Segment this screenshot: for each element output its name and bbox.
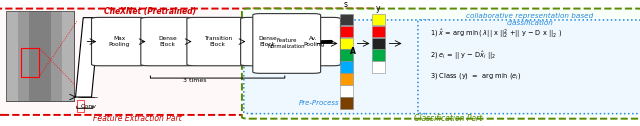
FancyBboxPatch shape (287, 17, 340, 66)
Polygon shape (76, 18, 99, 97)
Bar (340, 50, 353, 61)
Bar (340, 26, 353, 37)
Bar (372, 50, 385, 61)
Bar (63, 11, 74, 101)
Text: A: A (349, 46, 356, 56)
Bar (372, 14, 385, 25)
Bar (340, 61, 353, 73)
Text: 3) Class (y)  =  arg min ($e_i$): 3) Class (y) = arg min ($e_i$) (430, 71, 522, 81)
Bar (29, 11, 40, 101)
Text: Conv: Conv (81, 104, 97, 109)
Bar (372, 38, 385, 49)
Bar (340, 14, 353, 25)
Text: Max
Pooling: Max Pooling (108, 36, 130, 47)
Bar (340, 73, 353, 85)
Text: Dense
Block: Dense Block (158, 36, 177, 47)
Bar (372, 26, 385, 37)
Bar (340, 97, 353, 109)
Text: CheXNet (Pretrained): CheXNet (Pretrained) (104, 7, 196, 16)
Bar (6, 11, 17, 101)
Bar (6, 11, 74, 101)
Text: Feature
Normalization: Feature Normalization (268, 38, 305, 49)
Text: Classification Part: Classification Part (414, 114, 482, 123)
Text: Pre-Process: Pre-Process (298, 100, 339, 106)
Text: y: y (375, 4, 380, 13)
FancyBboxPatch shape (242, 9, 640, 119)
Bar (17, 11, 29, 101)
Bar (372, 61, 385, 73)
FancyBboxPatch shape (141, 17, 195, 66)
Bar (6, 11, 74, 101)
Bar (51, 11, 62, 101)
Text: s: s (344, 0, 348, 9)
FancyBboxPatch shape (253, 14, 321, 73)
Bar (40, 11, 51, 101)
Text: 2) $e_i$ = || y − D$\hat{x}_i$ ||$_2$: 2) $e_i$ = || y − D$\hat{x}_i$ ||$_2$ (430, 49, 496, 62)
FancyBboxPatch shape (244, 20, 432, 114)
Text: 1) $\hat{x}$ = arg min( $\lambda$|| x ||$_2^2$ +|| y − D x ||$_2$ ): 1) $\hat{x}$ = arg min( $\lambda$|| x ||… (430, 27, 562, 41)
Text: 3 times: 3 times (184, 78, 207, 83)
Bar (340, 85, 353, 97)
Text: collaborative representation based
classification: collaborative representation based class… (467, 13, 593, 26)
FancyBboxPatch shape (241, 17, 294, 66)
FancyBboxPatch shape (92, 17, 147, 66)
Bar (340, 38, 353, 49)
FancyBboxPatch shape (0, 9, 378, 115)
Bar (21, 48, 39, 77)
Text: Feature Extraction Part: Feature Extraction Part (93, 114, 182, 123)
Bar (77, 100, 84, 112)
FancyBboxPatch shape (187, 17, 248, 66)
Text: Av.
Pooling: Av. Pooling (303, 36, 324, 47)
Text: Dense
Block: Dense Block (258, 36, 277, 47)
FancyBboxPatch shape (418, 20, 640, 114)
Text: Transition
Block: Transition Block (204, 36, 232, 47)
